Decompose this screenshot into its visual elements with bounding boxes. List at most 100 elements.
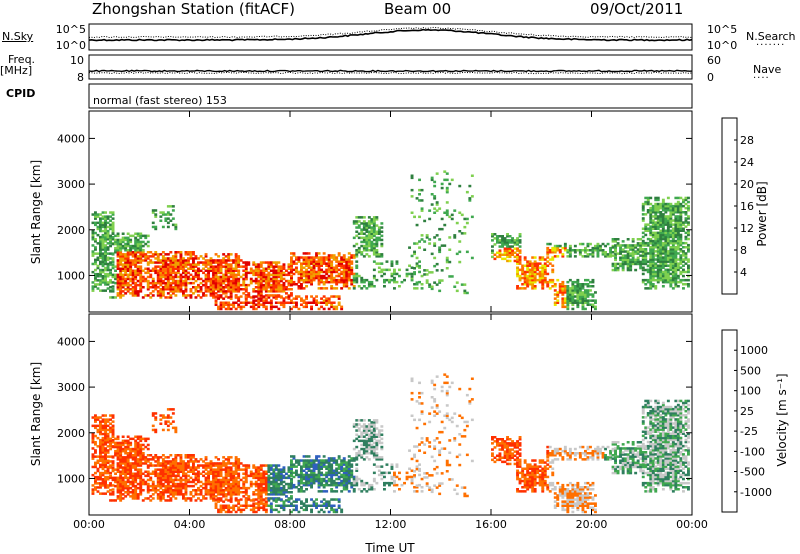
power-cell xyxy=(176,271,180,275)
power-cell xyxy=(325,256,329,259)
power-cell xyxy=(347,272,351,276)
power-cell xyxy=(109,286,112,289)
power-cell xyxy=(649,231,653,235)
velocity-cell xyxy=(257,493,261,496)
power-cell xyxy=(513,239,517,242)
velocity-cell xyxy=(161,464,165,467)
velocity-cell xyxy=(184,476,188,480)
power-cell xyxy=(257,281,261,285)
power-cell xyxy=(586,249,590,252)
velocity-cell xyxy=(126,480,130,484)
power-cell xyxy=(654,202,658,206)
power-cell xyxy=(330,254,334,257)
power-cell xyxy=(372,249,376,252)
power-cell xyxy=(591,280,595,284)
velocity-cell xyxy=(254,493,258,496)
power-cell xyxy=(214,283,218,287)
power-cell xyxy=(654,243,658,247)
power-cell xyxy=(523,276,527,280)
velocity-cell xyxy=(99,463,102,467)
power-cell xyxy=(586,295,590,298)
velocity-cell xyxy=(91,436,95,440)
power-cell xyxy=(531,276,535,280)
power-cell xyxy=(649,262,653,265)
power-cell xyxy=(571,280,575,284)
velocity-cell xyxy=(161,474,165,478)
power-cell xyxy=(184,277,188,281)
power-cell xyxy=(503,241,507,244)
power-cell xyxy=(212,279,215,283)
power-cell xyxy=(106,242,110,245)
power-cell xyxy=(596,249,600,252)
velocity-cell xyxy=(104,426,107,430)
velocity-cell xyxy=(119,449,123,453)
power-cell xyxy=(151,211,155,214)
power-cell xyxy=(687,258,690,261)
power-cell xyxy=(410,188,414,192)
power-cell xyxy=(189,290,193,293)
power-cell xyxy=(682,211,685,214)
power-cell xyxy=(159,261,163,264)
velocity-cell xyxy=(179,470,183,473)
power-cell xyxy=(430,176,434,180)
velocity-cell xyxy=(121,449,125,453)
power-cell xyxy=(259,286,263,289)
velocity-cell xyxy=(192,468,195,471)
power-cell xyxy=(171,269,175,272)
power-cell xyxy=(134,294,138,297)
power-cell xyxy=(290,270,293,274)
power-cell xyxy=(325,278,329,282)
velocity-cell xyxy=(171,478,175,482)
velocity-cell xyxy=(151,486,155,490)
velocity-cell xyxy=(151,482,155,486)
velocity-cell xyxy=(234,486,238,490)
power-cell xyxy=(619,258,622,262)
power-cell xyxy=(305,285,308,288)
power-cell xyxy=(398,274,401,278)
power-cell xyxy=(124,273,128,277)
power-cell xyxy=(282,297,286,300)
power-cell xyxy=(576,280,580,284)
power-cell xyxy=(295,268,298,272)
velocity-cell xyxy=(146,466,150,469)
velocity-cell xyxy=(166,480,170,484)
power-cell xyxy=(302,262,306,265)
power-cell xyxy=(139,240,143,244)
power-cell xyxy=(626,260,630,264)
power-cell xyxy=(315,264,318,267)
velocity-cell xyxy=(104,422,107,425)
power-cell xyxy=(644,213,648,216)
power-cell xyxy=(179,265,183,268)
velocity-cell xyxy=(290,465,293,468)
velocity-cell xyxy=(272,470,276,473)
power-cell xyxy=(687,243,690,247)
velocity-cell xyxy=(101,420,105,423)
power-cell xyxy=(586,278,590,282)
power-cell xyxy=(174,251,178,254)
power-cell xyxy=(259,292,263,295)
power-cell xyxy=(362,222,366,225)
power-cell xyxy=(154,271,158,275)
power-cell xyxy=(109,273,112,277)
velocity-cell xyxy=(116,437,120,441)
velocity-cell xyxy=(176,482,180,486)
velocity-cell xyxy=(169,499,173,502)
power-cell xyxy=(222,275,226,279)
power-cell xyxy=(621,260,625,264)
power-cell xyxy=(94,272,97,276)
velocity-cell xyxy=(242,468,246,471)
power-cell xyxy=(322,287,326,290)
power-cell xyxy=(352,272,356,276)
velocity-cell xyxy=(279,489,283,492)
power-cell xyxy=(435,283,439,286)
power-cell xyxy=(571,303,575,306)
power-cell xyxy=(523,270,527,274)
velocity-cell xyxy=(212,480,215,484)
power-cell xyxy=(430,203,434,206)
power-cell xyxy=(651,219,655,222)
nave-trace xyxy=(88,71,693,75)
power-cell xyxy=(194,263,198,266)
power-cell xyxy=(629,262,633,266)
power-cell xyxy=(493,237,497,240)
power-cell xyxy=(654,211,658,214)
